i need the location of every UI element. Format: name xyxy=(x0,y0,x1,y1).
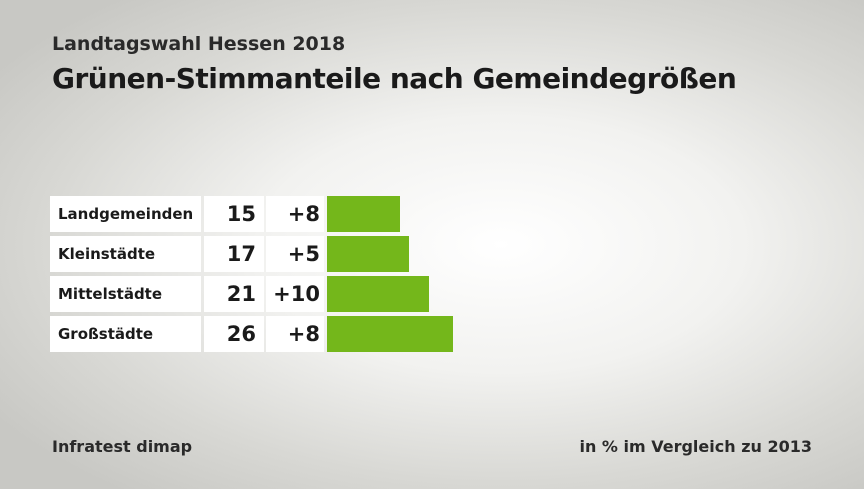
chart-row: Landgemeinden 15 +8 xyxy=(50,196,470,232)
change-label: +10 xyxy=(266,276,324,312)
category-label: Landgemeinden xyxy=(50,196,201,232)
value-label: 21 xyxy=(204,276,264,312)
bar-chart: Landgemeinden 15 +8 Kleinstädte 17 +5 Mittelst… xyxy=(50,196,470,352)
chart-row: Kleinstädte 17 +5 xyxy=(50,236,470,272)
bar xyxy=(327,276,429,312)
value-label: 15 xyxy=(204,196,264,232)
bar xyxy=(327,316,453,352)
bar xyxy=(327,236,410,272)
category-label: Kleinstädte xyxy=(50,236,201,272)
chart-subtitle: Landtagswahl Hessen 2018 xyxy=(52,33,346,55)
change-label: +5 xyxy=(266,236,324,272)
category-label: Mittelstädte xyxy=(50,276,201,312)
category-label: Großstädte xyxy=(50,316,201,352)
chart-title: Grünen-Stimmanteile nach Gemeindegrößen xyxy=(52,62,737,95)
value-label: 26 xyxy=(204,316,264,352)
source-label: Infratest dimap xyxy=(52,437,193,456)
change-label: +8 xyxy=(266,196,324,232)
unit-note: in % im Vergleich zu 2013 xyxy=(579,437,812,456)
change-label: +8 xyxy=(266,316,324,352)
bar xyxy=(327,196,400,232)
value-label: 17 xyxy=(204,236,264,272)
chart-row: Großstädte 26 +8 xyxy=(50,316,470,352)
chart-row: Mittelstädte 21 +10 xyxy=(50,276,470,312)
